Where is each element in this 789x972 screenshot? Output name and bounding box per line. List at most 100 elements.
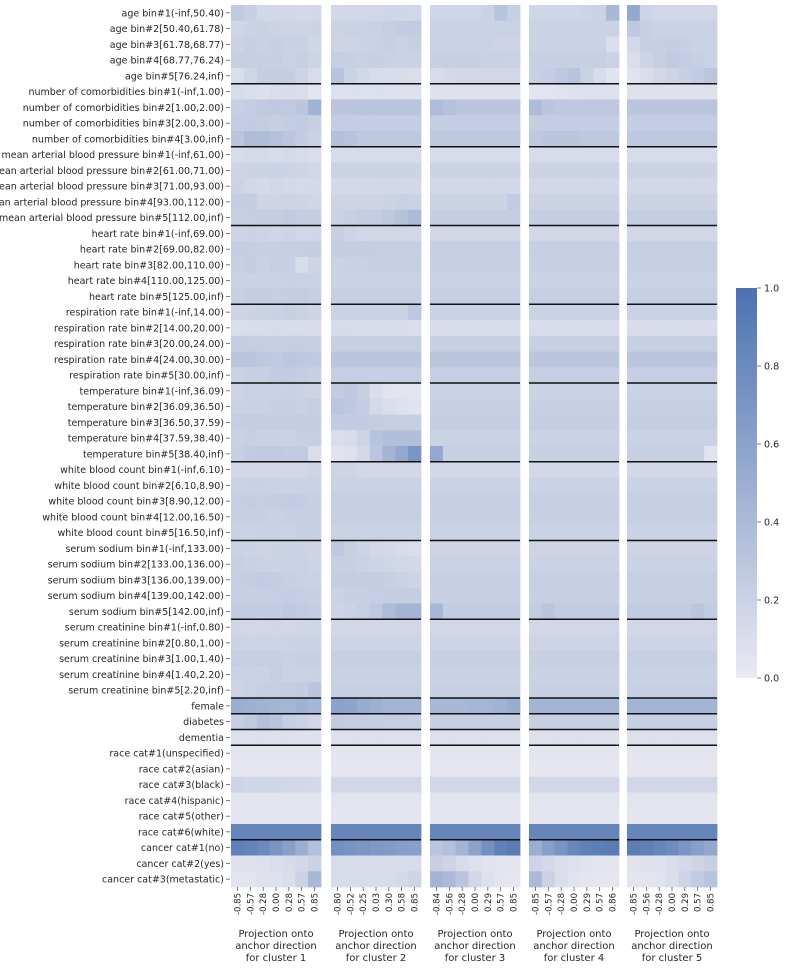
heatmap-cell bbox=[481, 745, 495, 762]
heatmap-cell bbox=[481, 257, 495, 274]
heatmap-cell bbox=[282, 146, 296, 163]
heatmap-cell bbox=[606, 572, 620, 589]
heatmap-cell bbox=[256, 288, 270, 305]
heatmap-cell bbox=[243, 178, 258, 195]
heatmap-cell bbox=[606, 493, 620, 510]
heatmap-cell bbox=[639, 320, 654, 337]
heatmap-cell bbox=[282, 619, 296, 636]
heatmap-cell bbox=[567, 194, 581, 211]
heatmap-cell bbox=[243, 540, 258, 557]
heatmap-cell bbox=[627, 272, 641, 289]
heatmap-cell bbox=[627, 524, 641, 541]
heatmap-cell bbox=[529, 477, 543, 494]
heatmap-cell bbox=[554, 713, 568, 730]
heatmap-cell bbox=[331, 524, 345, 541]
heatmap-cell bbox=[529, 524, 543, 541]
heatmap-cell bbox=[639, 729, 654, 746]
row-label: temperature bin#2[36.09,36.50) bbox=[68, 402, 224, 413]
heatmap-cell bbox=[691, 209, 705, 226]
heatmap-cell bbox=[468, 839, 482, 856]
heatmap-cell bbox=[308, 36, 322, 53]
x-tick-label: -0.28 bbox=[557, 893, 567, 915]
row-label: serum sodium bin#5[142.00,inf) bbox=[69, 607, 224, 618]
heatmap-cell bbox=[256, 839, 270, 856]
heatmap-cell bbox=[529, 776, 543, 793]
row-label: race cat#6(white) bbox=[138, 827, 224, 838]
heatmap-cell bbox=[704, 115, 718, 132]
heatmap-cell bbox=[639, 603, 654, 620]
heatmap-cell bbox=[541, 524, 556, 541]
row-label: cancer cat#3(metastatic) bbox=[102, 875, 224, 886]
heatmap-cell bbox=[639, 461, 654, 478]
heatmap-cell bbox=[494, 776, 508, 793]
heatmap-cell bbox=[665, 99, 679, 116]
heatmap-cell bbox=[408, 131, 422, 148]
heatmap-cell bbox=[408, 824, 422, 841]
heatmap-cell bbox=[369, 603, 383, 620]
row-label: cancer cat#1(no) bbox=[141, 843, 224, 854]
x-tick-label: 0.57 bbox=[596, 893, 606, 912]
heatmap-cell bbox=[369, 178, 383, 195]
heatmap-cell bbox=[691, 603, 705, 620]
heatmap-cell bbox=[567, 666, 581, 683]
x-tick-label: 0.57 bbox=[497, 893, 507, 912]
heatmap-cell bbox=[627, 540, 641, 557]
heatmap-cell bbox=[343, 178, 358, 195]
heatmap-cell bbox=[408, 225, 422, 242]
heatmap-cell bbox=[343, 855, 358, 872]
heatmap-cell bbox=[356, 524, 370, 541]
heatmap-cell bbox=[256, 509, 270, 526]
heatmap-cell bbox=[580, 509, 594, 526]
heatmap-cell bbox=[382, 603, 396, 620]
heatmap-cell bbox=[442, 461, 457, 478]
heatmap-cell bbox=[243, 776, 258, 793]
heatmap-cell bbox=[580, 414, 594, 431]
row-label: diabetes bbox=[183, 717, 224, 728]
heatmap-cell bbox=[567, 131, 581, 148]
heatmap-cell bbox=[243, 99, 258, 116]
heatmap-cell bbox=[331, 855, 345, 872]
heatmap-cell bbox=[256, 461, 270, 478]
heatmap-cell bbox=[580, 666, 594, 683]
heatmap-cell bbox=[468, 603, 482, 620]
heatmap-cell bbox=[468, 131, 482, 148]
row-label: serum creatinine bin#2[0.80,1.00) bbox=[59, 638, 224, 649]
heatmap-cell bbox=[356, 320, 370, 337]
heatmap-cell bbox=[652, 398, 666, 415]
heatmap-cell bbox=[455, 36, 469, 53]
heatmap-cell bbox=[627, 5, 641, 22]
heatmap-cell bbox=[331, 761, 345, 778]
heatmap-cell bbox=[567, 839, 581, 856]
heatmap-cell bbox=[507, 572, 521, 589]
heatmap-cell bbox=[256, 414, 270, 431]
heatmap-cell bbox=[691, 509, 705, 526]
heatmap-cell bbox=[468, 414, 482, 431]
heatmap-cell bbox=[356, 99, 370, 116]
heatmap-cell bbox=[691, 5, 705, 22]
heatmap-cell bbox=[331, 36, 345, 53]
heatmap-cell bbox=[442, 635, 457, 652]
heatmap-cell bbox=[665, 272, 679, 289]
heatmap-cell bbox=[507, 383, 521, 400]
heatmap-cell bbox=[282, 162, 296, 179]
heatmap-cell bbox=[704, 335, 718, 352]
panel-xlabel: anchor direction bbox=[533, 941, 615, 952]
heatmap-cell bbox=[382, 493, 396, 510]
heatmap-cell bbox=[369, 414, 383, 431]
heatmap-cell bbox=[343, 288, 358, 305]
heatmap-cell bbox=[455, 446, 469, 463]
heatmap-cell bbox=[593, 855, 607, 872]
heatmap-cell bbox=[678, 430, 692, 447]
heatmap-cell bbox=[541, 5, 556, 22]
heatmap-cell bbox=[652, 194, 666, 211]
heatmap-cell bbox=[567, 52, 581, 69]
heatmap-cell bbox=[295, 556, 309, 573]
heatmap-cell bbox=[704, 36, 718, 53]
heatmap-cell bbox=[356, 650, 370, 667]
row-label: temperature bin#3[36.50,37.59) bbox=[68, 418, 224, 429]
heatmap-cell bbox=[468, 83, 482, 100]
heatmap-cell bbox=[554, 83, 568, 100]
heatmap-cell bbox=[639, 383, 654, 400]
heatmap-cell bbox=[580, 367, 594, 384]
heatmap-cell bbox=[627, 650, 641, 667]
